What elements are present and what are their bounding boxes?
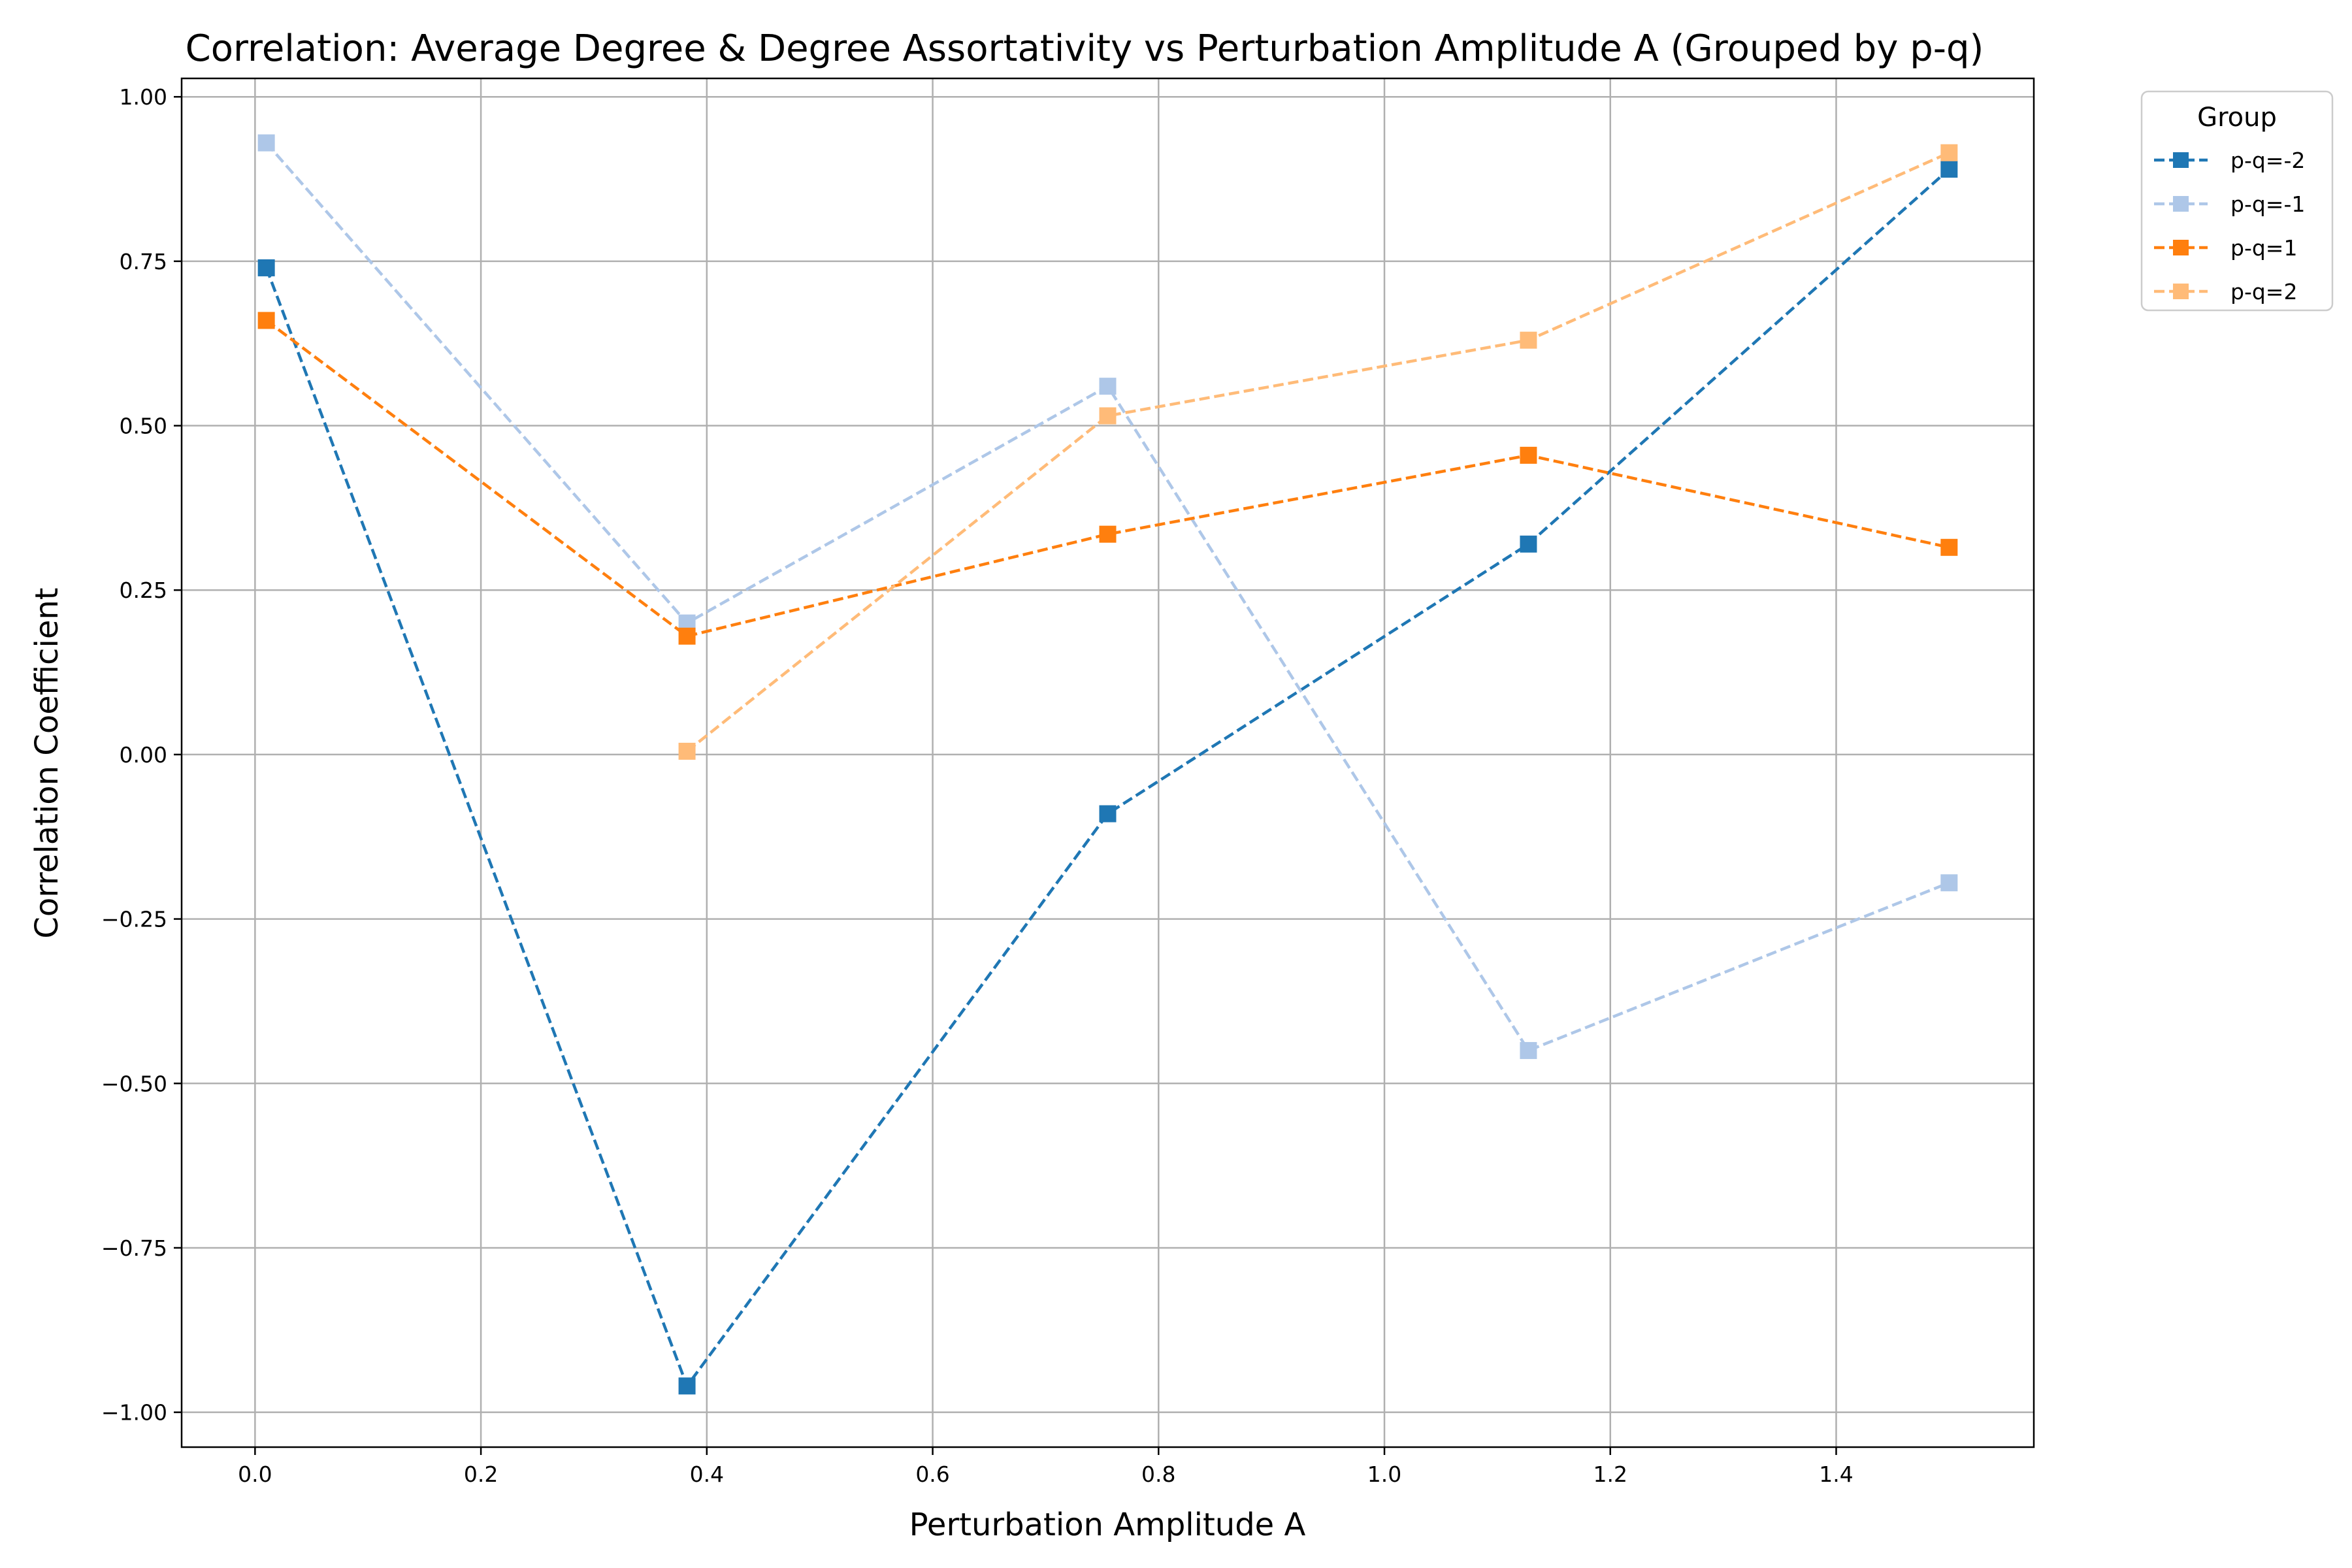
x-tick-label: 1.4 (1819, 1462, 1853, 1487)
data-point (1520, 331, 1537, 349)
data-point (1099, 378, 1117, 395)
y-tick-label: −0.50 (101, 1071, 167, 1096)
y-tick-label: −0.75 (101, 1235, 167, 1261)
x-tick-label: 0.6 (915, 1462, 949, 1487)
series-p-q-1 (257, 134, 1958, 1059)
data-point (678, 627, 696, 645)
data-point (1940, 144, 1958, 161)
legend-marker (2173, 152, 2189, 168)
y-tick-label: −1.00 (101, 1400, 167, 1426)
series-line (265, 319, 1950, 638)
y-axis-ticks: −1.00 −0.75 −0.50 −0.25 0.00 0.25 0.50 0.75 1.00 (101, 84, 182, 1426)
data-point (1940, 538, 1958, 556)
legend-item: p-q=1 (2154, 235, 2297, 261)
legend-items: p-q=-2 p-q=-1 p-q=1 p-q=2 (2154, 148, 2305, 304)
series-line (265, 168, 1950, 1390)
x-axis-ticks: 0.0 0.2 0.4 0.6 0.8 1.0 1.2 1.4 (238, 1447, 1854, 1487)
y-tick-label: 0.25 (120, 578, 167, 603)
y-axis-label: Correlation Coefficient (29, 587, 65, 938)
legend-item: p-q=-1 (2154, 191, 2305, 217)
series-p-q-2 (257, 160, 1958, 1395)
y-tick-label: 1.00 (120, 84, 167, 110)
legend-label: p-q=2 (2230, 279, 2297, 304)
data-point (678, 742, 696, 760)
x-tick-label: 0.2 (464, 1462, 498, 1487)
grid-lines (182, 78, 2034, 1447)
data-point (257, 312, 275, 329)
x-tick-label: 0.4 (690, 1462, 724, 1487)
legend-title: Group (2197, 103, 2277, 133)
data-point (1520, 446, 1537, 464)
legend-label: p-q=-2 (2230, 148, 2305, 173)
data-point (1940, 160, 1958, 178)
legend-marker (2173, 196, 2189, 212)
y-tick-label: 0.00 (120, 742, 167, 768)
legend-marker (2173, 284, 2189, 299)
x-tick-label: 1.2 (1593, 1462, 1627, 1487)
series-line (686, 151, 1950, 753)
data-point (1099, 805, 1117, 823)
series-p-q-1 (257, 312, 1958, 645)
plot-frame (180, 77, 2035, 1448)
data-point (678, 1377, 696, 1395)
data-point (1099, 525, 1117, 543)
data-point (257, 134, 275, 152)
data-point (1099, 407, 1117, 425)
legend-label: p-q=-1 (2230, 191, 2305, 217)
legend: Group p-q=-2 p-q=-1 p-q=1 p-q=2 (2140, 90, 2334, 312)
x-tick-label: 0.8 (1141, 1462, 1175, 1487)
data-point (1520, 1041, 1537, 1059)
legend-label: p-q=1 (2230, 235, 2297, 261)
legend-item: p-q=-2 (2154, 148, 2305, 173)
legend-marker (2173, 240, 2189, 255)
x-tick-label: 1.0 (1367, 1462, 1401, 1487)
chart-title: Correlation: Average Degree & Degree Ass… (186, 27, 1984, 70)
y-tick-label: 0.50 (120, 414, 167, 439)
data-point (257, 259, 275, 276)
data-point (1940, 874, 1958, 892)
legend-box (2140, 90, 2334, 312)
data-point (1520, 535, 1537, 553)
x-axis-label: Perturbation Amplitude A (909, 1507, 1306, 1543)
series-layer (257, 134, 1958, 1395)
series-p-q-2 (678, 144, 1958, 760)
y-tick-label: 0.75 (120, 249, 167, 274)
x-tick-label: 0.0 (238, 1462, 272, 1487)
legend-item: p-q=2 (2154, 279, 2297, 304)
y-tick-label: −0.25 (101, 907, 167, 932)
